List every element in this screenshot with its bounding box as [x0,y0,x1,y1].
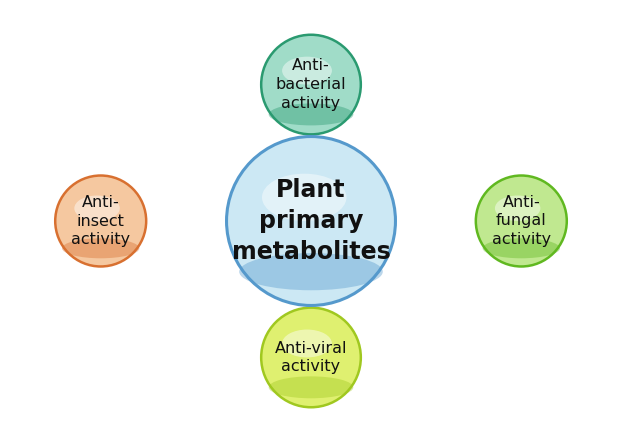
Text: Plant
primary
metabolites: Plant primary metabolites [231,179,391,263]
Text: Anti-
insect
activity: Anti- insect activity [71,195,130,247]
Ellipse shape [62,238,139,258]
Ellipse shape [261,35,361,134]
Ellipse shape [282,330,332,358]
Ellipse shape [226,137,396,305]
Ellipse shape [74,195,120,221]
Ellipse shape [55,175,146,267]
Text: Anti-
fungal
activity: Anti- fungal activity [492,195,551,247]
Ellipse shape [483,238,560,258]
Ellipse shape [262,174,346,221]
Ellipse shape [261,308,361,407]
Ellipse shape [476,175,567,267]
Ellipse shape [269,377,353,398]
Ellipse shape [495,195,541,221]
Ellipse shape [239,253,383,290]
Ellipse shape [269,103,353,126]
Text: Anti-viral
activity: Anti-viral activity [275,341,347,374]
Ellipse shape [282,57,332,84]
Text: Anti-
bacterial
activity: Anti- bacterial activity [276,58,346,110]
